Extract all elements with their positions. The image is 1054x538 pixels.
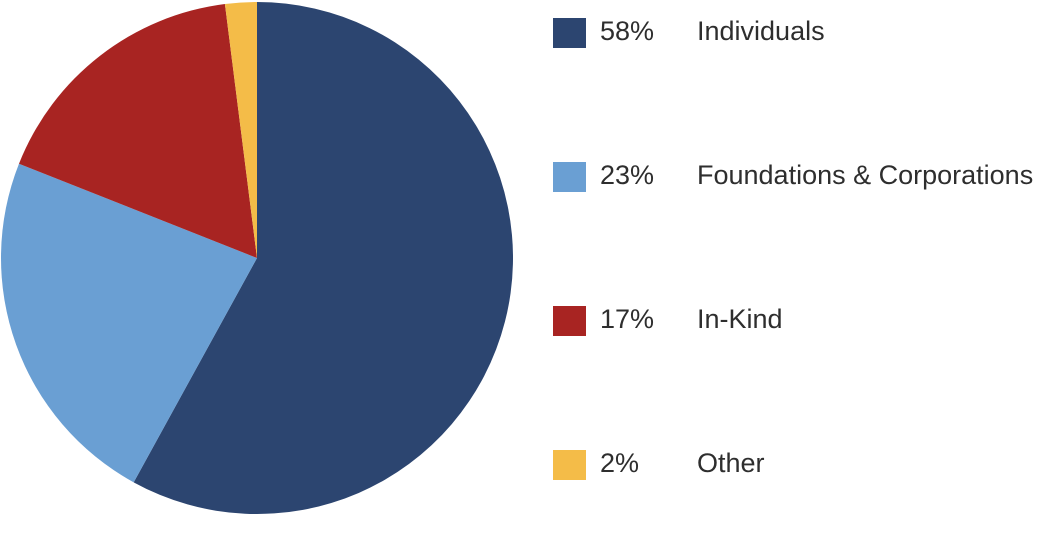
legend-label: In-Kind [697,304,783,334]
legend-swatch [553,306,586,336]
legend-value: 58% [600,16,654,46]
pie-slice [224,2,257,258]
legend-label: Individuals [697,16,825,46]
legend-swatch [553,162,586,192]
legend-value: 17% [600,304,654,334]
legend-label: Foundations & Corporations [697,160,1033,190]
legend-label: Other [697,448,765,478]
legend-swatch [553,450,586,480]
legend-value: 2% [600,448,639,478]
pie-slice [1,163,257,483]
pie-slice [133,2,513,514]
pie-slice [18,4,258,259]
legend-value: 23% [600,160,654,190]
legend-swatch [553,18,586,48]
